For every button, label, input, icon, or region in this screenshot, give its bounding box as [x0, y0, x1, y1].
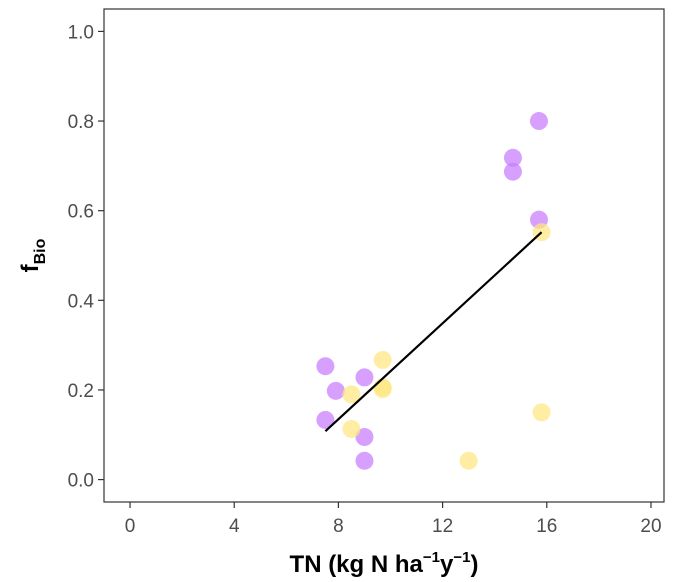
y-tick-label: 0.8 — [68, 112, 94, 133]
x-tick-label: 8 — [333, 516, 344, 537]
y-tick-label: 0.0 — [68, 471, 94, 492]
data-point — [459, 451, 478, 470]
x-tick-label: 16 — [536, 516, 557, 537]
plot-border — [103, 8, 665, 503]
data-point — [503, 148, 522, 167]
y-tick-label: 0.2 — [68, 381, 94, 402]
x-tick-label: 12 — [432, 516, 453, 537]
data-point — [373, 380, 392, 399]
data-point — [529, 112, 548, 131]
y-tick-label: 0.6 — [68, 202, 94, 223]
x-tick-label: 20 — [640, 516, 661, 537]
data-points — [316, 112, 551, 470]
x-tick-label: 4 — [229, 516, 240, 537]
data-point — [355, 368, 374, 387]
data-point — [503, 162, 522, 181]
data-point — [342, 385, 361, 404]
data-point — [532, 403, 551, 422]
x-tick-label: 0 — [125, 516, 136, 537]
data-point — [355, 428, 374, 447]
plot-area — [103, 8, 665, 503]
data-point — [342, 419, 361, 438]
data-point — [316, 357, 335, 376]
x-axis: 0 4 8 12 16 20 — [125, 502, 662, 537]
y-axis-title: fBio — [17, 238, 49, 272]
trend-line — [324, 231, 543, 432]
data-point — [326, 381, 345, 400]
trend-line-group — [324, 231, 543, 432]
y-tick-label: 0.4 — [68, 291, 95, 312]
data-point — [355, 451, 374, 470]
y-axis: 0.0 0.2 0.4 0.6 0.8 1.0 — [68, 22, 104, 492]
x-axis-title: TN (kg N ha−1y−1) — [290, 549, 479, 578]
data-point — [316, 410, 335, 429]
data-point — [373, 350, 392, 369]
y-tick-label: 1.0 — [68, 22, 94, 43]
